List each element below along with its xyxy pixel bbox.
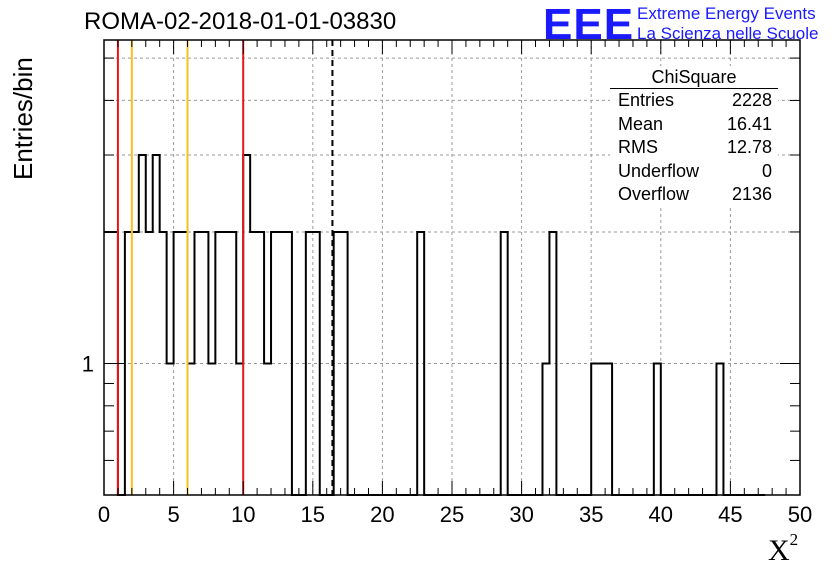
histogram-bin — [208, 363, 215, 495]
histogram-bin — [188, 363, 195, 495]
logo-line-1: Extreme Energy Events — [637, 4, 816, 23]
stats-label: Overflow — [618, 184, 690, 204]
stats-row-mean: Mean 16.41 — [610, 113, 778, 137]
histogram-bin — [139, 155, 146, 495]
y-axis-label: Entries/bin — [8, 57, 38, 180]
histogram-bin — [542, 363, 549, 495]
logo-line-2: La Scienza nelle Scuole — [637, 24, 819, 43]
stats-value: 2228 — [731, 90, 772, 110]
histogram-bin — [236, 363, 243, 495]
histogram-bin — [591, 363, 598, 495]
stats-label: RMS — [618, 137, 658, 157]
histogram-bin — [654, 363, 661, 495]
histogram-bin — [243, 155, 250, 495]
x-tick-label: 45 — [718, 502, 742, 527]
chart-title: ROMA-02-2018-01-01-03830 — [84, 8, 397, 35]
stats-row-entries: Entries 2228 — [610, 89, 778, 113]
x-tick-label: 5 — [167, 502, 179, 527]
x-tick-label: 40 — [649, 502, 673, 527]
stats-value: 2136 — [731, 184, 772, 204]
x-tick-label: 10 — [231, 502, 255, 527]
y-tick-label: 1 — [82, 351, 94, 376]
stats-value: 0 — [761, 160, 772, 181]
stats-value: 12.78 — [726, 137, 772, 157]
x-tick-label: 30 — [509, 502, 533, 527]
histogram-bin — [716, 363, 723, 495]
stats-label: Entries — [618, 90, 675, 110]
x-tick-label: 0 — [98, 502, 110, 527]
stats-row-underflow: Underflow 0 — [610, 160, 778, 184]
x-tick-label: 35 — [579, 502, 603, 527]
stats-row-rms: RMS 12.78 — [610, 136, 778, 160]
x-axis-label: X2 — [768, 530, 799, 567]
stats-box: ChiSquare Entries 2228 Mean 16.41 RMS 12… — [610, 66, 778, 207]
stats-row-overflow: Overflow 2136 — [610, 183, 778, 207]
x-tick-label: 50 — [788, 502, 812, 527]
eee-logo: EEE — [543, 0, 635, 49]
histogram-bin — [153, 155, 160, 495]
stats-value: 16.41 — [726, 113, 772, 134]
x-tick-label: 25 — [440, 502, 464, 527]
histogram-bin — [598, 363, 605, 495]
stats-title: ChiSquare — [610, 66, 778, 89]
stats-label: Underflow — [618, 160, 700, 181]
stats-label: Mean — [618, 113, 664, 134]
histogram-bin — [167, 363, 174, 495]
x-tick-label: 15 — [301, 502, 325, 527]
histogram-bin — [605, 363, 612, 495]
x-tick-label: 20 — [370, 502, 394, 527]
histogram-bin — [264, 363, 271, 495]
